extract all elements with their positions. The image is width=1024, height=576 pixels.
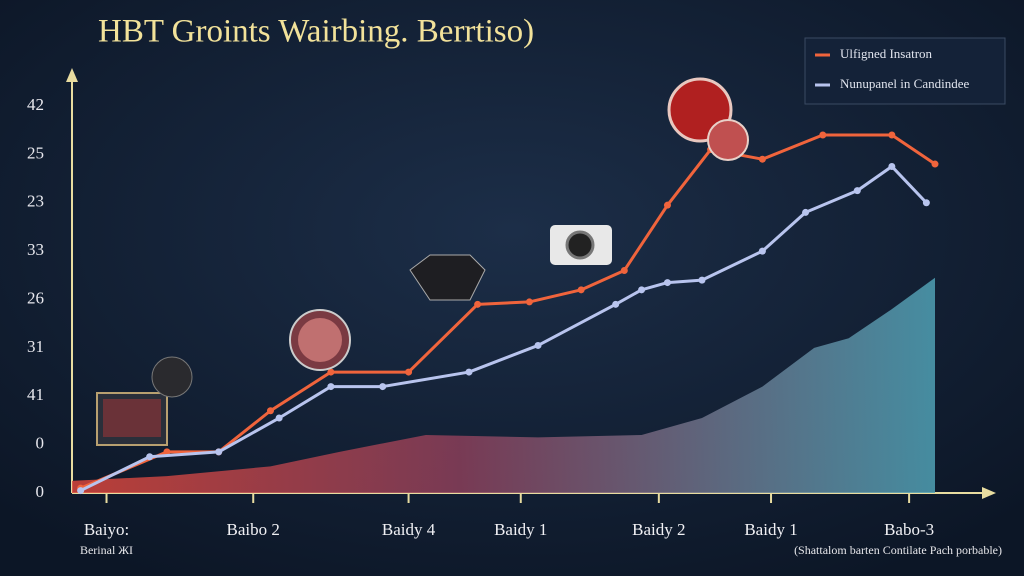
y-tick-label: 0 xyxy=(36,434,45,453)
y-tick-label: 41 xyxy=(27,385,44,404)
point xyxy=(146,453,154,461)
x-tick-label: Baibo 2 xyxy=(227,520,280,539)
point xyxy=(620,266,628,274)
y-tick-label: 25 xyxy=(27,143,44,162)
point xyxy=(327,383,335,391)
x-tick-label: Baiyo: xyxy=(84,520,129,539)
point xyxy=(888,131,896,139)
point xyxy=(888,162,896,170)
legend-label: Nunupanel in Candindee xyxy=(840,76,969,91)
icon-monitor xyxy=(96,392,168,446)
x-tick-label: Babo-3 xyxy=(884,520,934,539)
x-sublabel: Berinal ЖI xyxy=(80,543,133,557)
chart-title: HBT Groints Wairbing. Berrtiso) xyxy=(98,14,534,50)
x-axis-arrow xyxy=(982,487,996,499)
point xyxy=(612,300,620,308)
y-tick-label: 0 xyxy=(36,482,45,501)
icon-medal xyxy=(667,77,749,161)
point xyxy=(663,201,671,209)
point xyxy=(577,286,585,294)
point xyxy=(474,300,482,308)
icon-camera xyxy=(550,225,612,265)
legend-label: Ulfigned Insatron xyxy=(840,46,933,61)
point xyxy=(534,341,542,349)
plot-area xyxy=(72,131,939,495)
point xyxy=(922,199,930,207)
point xyxy=(215,448,223,456)
point xyxy=(802,208,810,216)
icon-dial xyxy=(151,356,193,398)
point xyxy=(525,298,533,306)
point xyxy=(327,368,335,376)
y-tick-label: 23 xyxy=(27,192,44,211)
point xyxy=(931,160,939,168)
point xyxy=(758,155,766,163)
point xyxy=(638,286,646,294)
line xyxy=(80,133,936,490)
point xyxy=(698,276,706,284)
x-tick-label: Baidy 1 xyxy=(744,520,797,539)
point xyxy=(266,407,274,415)
point xyxy=(663,279,671,287)
x-tick-label: Baidy 2 xyxy=(632,520,685,539)
point xyxy=(758,247,766,255)
point xyxy=(77,487,85,495)
point xyxy=(819,131,827,139)
y-tick-label: 31 xyxy=(27,337,44,356)
point xyxy=(853,187,861,195)
point xyxy=(465,368,473,376)
icon-moon xyxy=(289,309,351,371)
x-tick-label: Baidy 4 xyxy=(382,520,436,539)
icon-badge xyxy=(409,254,486,301)
y-tick-label: 42 xyxy=(27,95,44,114)
x-sublabel: (Shattalom barten Contilate Pach porbabl… xyxy=(794,543,1002,557)
y-tick-label: 26 xyxy=(27,288,44,307)
legend-box xyxy=(804,37,1006,105)
point xyxy=(163,448,171,456)
y-tick-label: 33 xyxy=(27,240,44,259)
x-tick-label: Baidy 1 xyxy=(494,520,547,539)
point xyxy=(275,414,283,422)
y-axis-arrow xyxy=(66,68,78,82)
point xyxy=(405,368,413,376)
point xyxy=(379,383,387,391)
area xyxy=(72,277,935,493)
